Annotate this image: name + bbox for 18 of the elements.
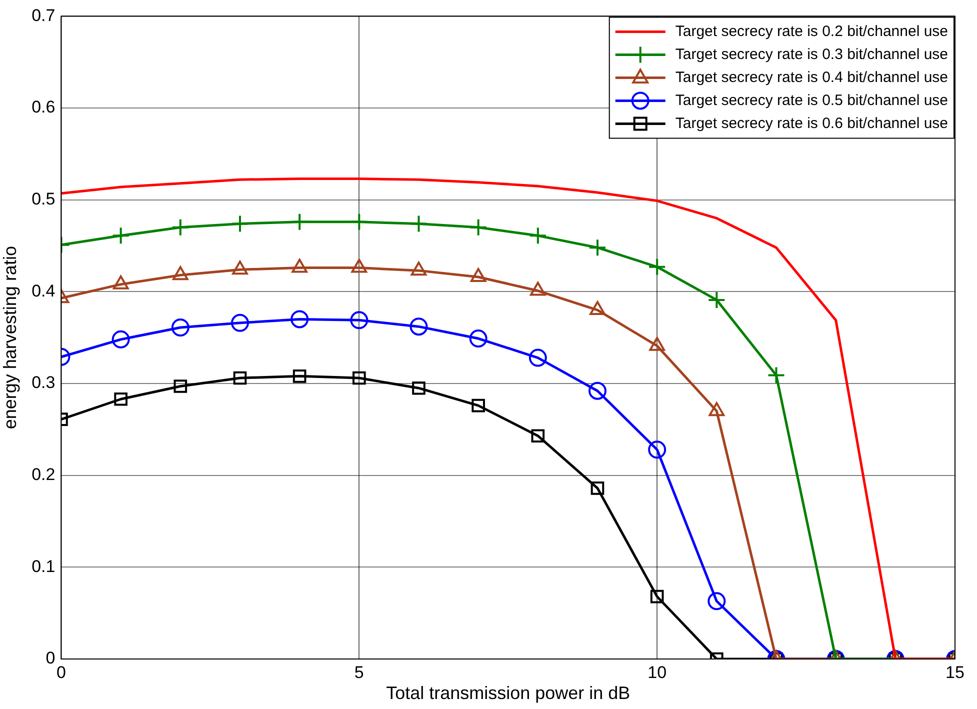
legend-label: Target secrecy rate is 0.5 bit/channel use xyxy=(675,92,948,109)
y-tick-label: 0.6 xyxy=(32,98,56,117)
x-tick-label: 10 xyxy=(648,662,667,682)
x-tick-label: 15 xyxy=(946,662,964,682)
y-tick-label: 0 xyxy=(46,648,56,668)
y-tick-label: 0.7 xyxy=(32,6,56,25)
y-tick-label: 0.2 xyxy=(32,465,56,484)
legend-label: Target secrecy rate is 0.4 bit/channel use xyxy=(675,68,948,86)
x-tick-label: 5 xyxy=(354,662,364,682)
y-tick-label: 0.5 xyxy=(32,190,56,209)
y-tick-label: 0.4 xyxy=(32,281,56,300)
y-tick-label: 0.3 xyxy=(32,373,56,392)
legend-label: Target secrecy rate is 0.2 bit/channel use xyxy=(675,22,948,40)
legend-label: Target secrecy rate is 0.6 bit/channel use xyxy=(675,114,948,132)
y-axis-title: energy harvesting ratio xyxy=(0,246,20,430)
legend-label: Target secrecy rate is 0.3 bit/channel use xyxy=(675,46,948,63)
x-axis-title: Total transmission power in dB xyxy=(386,683,630,704)
y-tick-label: 0.1 xyxy=(32,556,56,576)
